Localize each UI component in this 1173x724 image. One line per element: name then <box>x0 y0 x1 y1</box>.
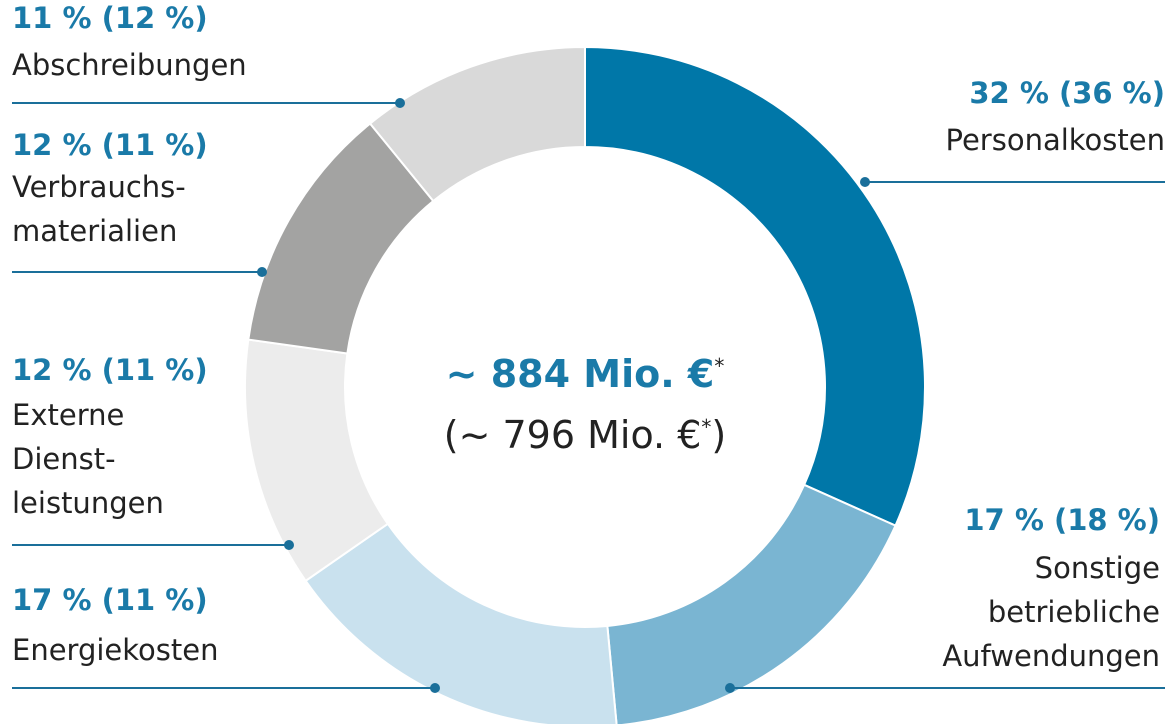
category-label: Sonstige betriebliche Aufwendungen <box>942 551 1160 673</box>
donut <box>244 45 926 724</box>
category-line: Energiekosten <box>12 633 218 667</box>
previous: (~ 796 Mio. € <box>444 413 702 457</box>
wedge <box>368 45 586 203</box>
category-label: Abschreibungen <box>12 48 247 82</box>
footnote-mark: * <box>701 415 711 439</box>
value-label: 12 % (11 %) <box>12 128 208 162</box>
leader-dot <box>395 98 405 108</box>
wedge <box>304 522 618 724</box>
category-line: materialien <box>12 214 177 248</box>
category-line: betriebliche <box>988 595 1160 629</box>
leader-dot <box>725 683 735 693</box>
category-line: Sonstige <box>1035 551 1160 585</box>
previous-close: ) <box>711 413 726 457</box>
category-line: Externe <box>12 398 124 432</box>
total: ~ 884 Mio. € <box>446 352 715 396</box>
category-line: Aufwendungen <box>942 639 1160 673</box>
category-label: Externe Dienst-leistungen <box>12 398 164 520</box>
wedge <box>584 45 926 527</box>
center-total: ~ 884 Mio. €* <box>446 352 725 396</box>
category-line: leistungen <box>12 486 164 520</box>
value-label: 11 % (12 %) <box>12 1 208 35</box>
category-line: Personalkosten <box>946 123 1165 157</box>
category-line: Dienst- <box>12 442 116 476</box>
leader-dot <box>860 177 870 187</box>
value-label: 17 % (11 %) <box>12 583 208 617</box>
leader-dot <box>257 267 267 277</box>
value-label: 32 % (36 %) <box>969 76 1165 110</box>
category-label: Verbrauchs-materialien <box>12 170 186 248</box>
value-label: 17 % (18 %) <box>964 503 1160 537</box>
value-label: 12 % (11 %) <box>12 353 208 387</box>
leader-dot <box>284 540 294 550</box>
center-previous: (~ 796 Mio. €*) <box>444 413 726 457</box>
wedge <box>606 483 897 724</box>
labels: 32 % (36 %) Personalkosten 17 % (18 %) Sons… <box>12 1 1165 693</box>
leader-dot <box>430 683 440 693</box>
category-line: Verbrauchs- <box>12 170 186 204</box>
category-label: Energiekosten <box>12 633 218 667</box>
category-line: Abschreibungen <box>12 48 247 82</box>
category-label: Personalkosten <box>946 123 1165 157</box>
footnote-mark: * <box>714 354 724 378</box>
